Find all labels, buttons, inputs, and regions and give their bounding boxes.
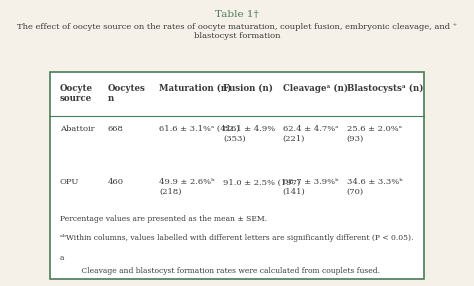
Text: 91.0 ± 2.5% (197): 91.0 ± 2.5% (197) [223, 178, 301, 186]
Text: a: a [60, 254, 64, 262]
Text: Cleavageᵃ (n): Cleavageᵃ (n) [283, 84, 348, 93]
Text: Cleavage and blastocyst formation rates were calculated from couplets fused.: Cleavage and blastocyst formation rates … [72, 267, 380, 275]
Text: 62.4 ± 4.7%ᵃ
(221): 62.4 ± 4.7%ᵃ (221) [283, 125, 338, 142]
Text: Oocyte
source: Oocyte source [60, 84, 93, 103]
Text: 61.6 ± 3.1%ᵃ (416): 61.6 ± 3.1%ᵃ (416) [159, 125, 240, 133]
FancyBboxPatch shape [50, 72, 424, 279]
Text: 460: 460 [108, 178, 124, 186]
Text: 68.7 ± 3.9%ᵇ
(141): 68.7 ± 3.9%ᵇ (141) [283, 178, 338, 196]
Text: 25.6 ± 2.0%ᵃ
(93): 25.6 ± 2.0%ᵃ (93) [346, 125, 401, 142]
Text: 668: 668 [108, 125, 123, 133]
Text: Blastocystsᵃ (n): Blastocystsᵃ (n) [346, 84, 423, 93]
Text: Maturation (n): Maturation (n) [159, 84, 232, 93]
Text: 34.6 ± 3.3%ᵇ
(70): 34.6 ± 3.3%ᵇ (70) [346, 178, 402, 196]
Text: The effect of oocyte source on the rates of oocyte maturation, couplet fusion, e: The effect of oocyte source on the rates… [17, 23, 457, 40]
Text: OPU: OPU [60, 178, 79, 186]
Text: Fusion (n): Fusion (n) [223, 84, 273, 93]
Text: Table 1†: Table 1† [215, 10, 259, 19]
Text: ᵃᵇWithin columns, values labelled with different letters are significantly diffe: ᵃᵇWithin columns, values labelled with d… [60, 234, 413, 242]
Text: Abattoir: Abattoir [60, 125, 94, 133]
Text: Oocytes
n: Oocytes n [108, 84, 146, 103]
Text: 82.1 ± 4.9%
(353): 82.1 ± 4.9% (353) [223, 125, 275, 142]
Text: 49.9 ± 2.6%ᵇ
(218): 49.9 ± 2.6%ᵇ (218) [159, 178, 215, 196]
Text: Percentage values are presented as the mean ± SEM.: Percentage values are presented as the m… [60, 215, 267, 223]
